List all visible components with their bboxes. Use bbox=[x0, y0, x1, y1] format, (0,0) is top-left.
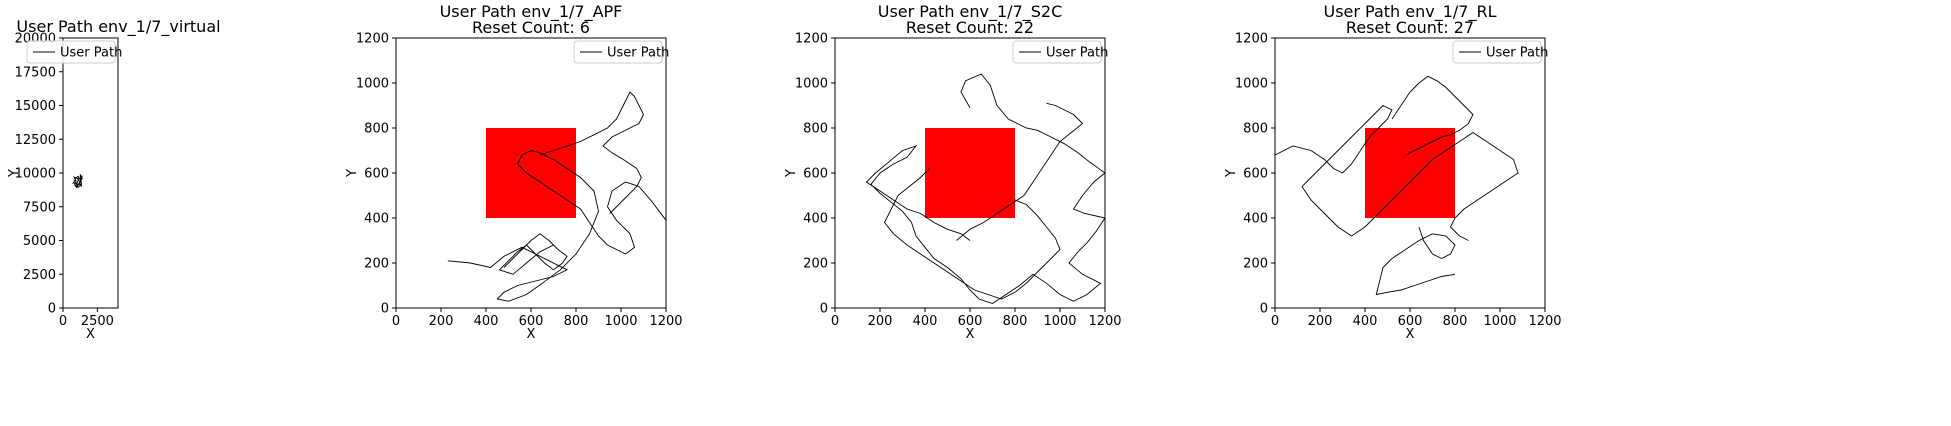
x-axis-label: X bbox=[527, 327, 536, 342]
y-tick-label: 17500 bbox=[15, 65, 56, 80]
y-tick-label: 7500 bbox=[23, 200, 56, 215]
x-axis-label: X bbox=[1406, 327, 1415, 342]
y-tick-label: 800 bbox=[803, 122, 828, 137]
plot-rl: User Path env_1/7_RL Reset Count: 27 X Y… bbox=[1224, 2, 1562, 342]
y-tick-label: 0 bbox=[48, 302, 56, 317]
y-tick-label: 1000 bbox=[356, 77, 389, 92]
series-line-user-path bbox=[539, 91, 645, 214]
series-line-user-path bbox=[72, 174, 83, 189]
x-tick-label: 1200 bbox=[1088, 314, 1121, 329]
x-tick-label: 1000 bbox=[1043, 314, 1076, 329]
x-tick-label: 400 bbox=[474, 314, 499, 329]
legend-label: User Path bbox=[1486, 46, 1548, 61]
plot-title: User Path env_1/7_RL bbox=[1323, 2, 1496, 22]
plot-title: User Path env_1/7_S2C bbox=[878, 2, 1063, 22]
y-tick-label: 600 bbox=[364, 167, 389, 182]
legend: User Path bbox=[1452, 40, 1548, 64]
y-tick-label: 200 bbox=[364, 257, 389, 272]
x-tick-label: 0 bbox=[1271, 314, 1279, 329]
x-tick-label: 2500 bbox=[81, 314, 114, 329]
plot-subtitle: Reset Count: 6 bbox=[472, 18, 590, 37]
legend-box bbox=[1012, 40, 1102, 64]
x-tick-label: 1200 bbox=[649, 314, 682, 329]
y-axis-label: Y bbox=[345, 169, 360, 178]
x-axis-label: X bbox=[86, 327, 95, 342]
y-tick-label: 2500 bbox=[23, 268, 56, 283]
y-tick-label: 200 bbox=[1243, 257, 1268, 272]
series-line-user-path bbox=[1391, 75, 1474, 156]
plot-title: User Path env_1/7_virtual bbox=[16, 17, 220, 37]
series-line-user-path bbox=[1375, 226, 1456, 296]
y-tick-label: 600 bbox=[803, 167, 828, 182]
y-tick-label: 1000 bbox=[1235, 77, 1268, 92]
axes-frame bbox=[62, 37, 119, 309]
legend: User Path bbox=[1012, 40, 1108, 64]
series-line-user-path bbox=[498, 233, 568, 275]
obstacle-square bbox=[925, 128, 1015, 218]
x-tick-label: 200 bbox=[868, 314, 893, 329]
x-tick-label: 800 bbox=[1003, 314, 1028, 329]
y-tick-label: 1200 bbox=[356, 32, 389, 47]
y-tick-label: 800 bbox=[1243, 122, 1268, 137]
y-tick-label: 15000 bbox=[15, 99, 56, 114]
plot-s2c: User Path env_1/7_S2C Reset Count: 22 X … bbox=[784, 2, 1122, 342]
y-tick-label: 0 bbox=[820, 302, 828, 317]
series-line-user-path bbox=[865, 73, 1105, 304]
y-tick-label: 800 bbox=[364, 122, 389, 137]
x-tick-label: 1000 bbox=[1483, 314, 1516, 329]
obstacle-square bbox=[486, 128, 576, 218]
legend-box bbox=[1452, 40, 1542, 64]
legend-box bbox=[26, 40, 116, 64]
series-line-user-path bbox=[447, 150, 666, 302]
legend: User Path bbox=[573, 40, 669, 64]
plot-subtitle: Reset Count: 22 bbox=[906, 18, 1034, 37]
x-tick-label: 800 bbox=[564, 314, 589, 329]
y-tick-label: 1200 bbox=[1235, 32, 1268, 47]
y-tick-label: 1200 bbox=[795, 32, 828, 47]
legend-label: User Path bbox=[607, 46, 669, 61]
plot-apf: User Path env_1/7_APF Reset Count: 6 X Y… bbox=[345, 2, 683, 342]
series-line-user-path bbox=[956, 102, 1084, 241]
y-tick-label: 400 bbox=[803, 212, 828, 227]
x-tick-label: 800 bbox=[1443, 314, 1468, 329]
y-axis-label: Y bbox=[784, 169, 799, 178]
x-tick-label: 200 bbox=[429, 314, 454, 329]
x-tick-label: 400 bbox=[913, 314, 938, 329]
x-tick-label: 600 bbox=[519, 314, 544, 329]
obstacle-square bbox=[1365, 128, 1455, 218]
x-tick-label: 0 bbox=[392, 314, 400, 329]
legend-box bbox=[573, 40, 663, 64]
x-tick-label: 200 bbox=[1308, 314, 1333, 329]
plot-title: User Path env_1/7_APF bbox=[440, 2, 623, 22]
x-tick-label: 0 bbox=[831, 314, 839, 329]
y-tick-label: 10000 bbox=[15, 167, 56, 182]
y-axis-label: Y bbox=[7, 169, 22, 178]
x-tick-label: 600 bbox=[1398, 314, 1423, 329]
series-line-user-path bbox=[883, 168, 1061, 300]
y-tick-label: 400 bbox=[364, 212, 389, 227]
y-tick-label: 200 bbox=[803, 257, 828, 272]
x-tick-label: 1200 bbox=[1528, 314, 1561, 329]
legend-label: User Path bbox=[1046, 46, 1108, 61]
legend: User Path bbox=[26, 40, 122, 64]
plot-subtitle: Reset Count: 27 bbox=[1346, 18, 1474, 37]
y-tick-label: 12500 bbox=[15, 133, 56, 148]
legend-label: User Path bbox=[60, 46, 122, 61]
plot-virtual: User Path env_1/7_virtual X Y 0 2500 0 2500… bbox=[7, 17, 221, 342]
y-tick-label: 5000 bbox=[23, 234, 56, 249]
y-axis-label: Y bbox=[1224, 169, 1239, 178]
series-line-user-path bbox=[1275, 104, 1519, 241]
y-tick-label: 0 bbox=[1260, 302, 1268, 317]
x-tick-label: 1000 bbox=[604, 314, 637, 329]
x-axis-label: X bbox=[966, 327, 975, 342]
y-tick-label: 0 bbox=[381, 302, 389, 317]
x-tick-label: 600 bbox=[958, 314, 983, 329]
y-tick-label: 400 bbox=[1243, 212, 1268, 227]
y-tick-label: 600 bbox=[1243, 167, 1268, 182]
x-tick-label: 0 bbox=[59, 314, 67, 329]
y-tick-label: 1000 bbox=[795, 77, 828, 92]
x-tick-label: 400 bbox=[1353, 314, 1378, 329]
